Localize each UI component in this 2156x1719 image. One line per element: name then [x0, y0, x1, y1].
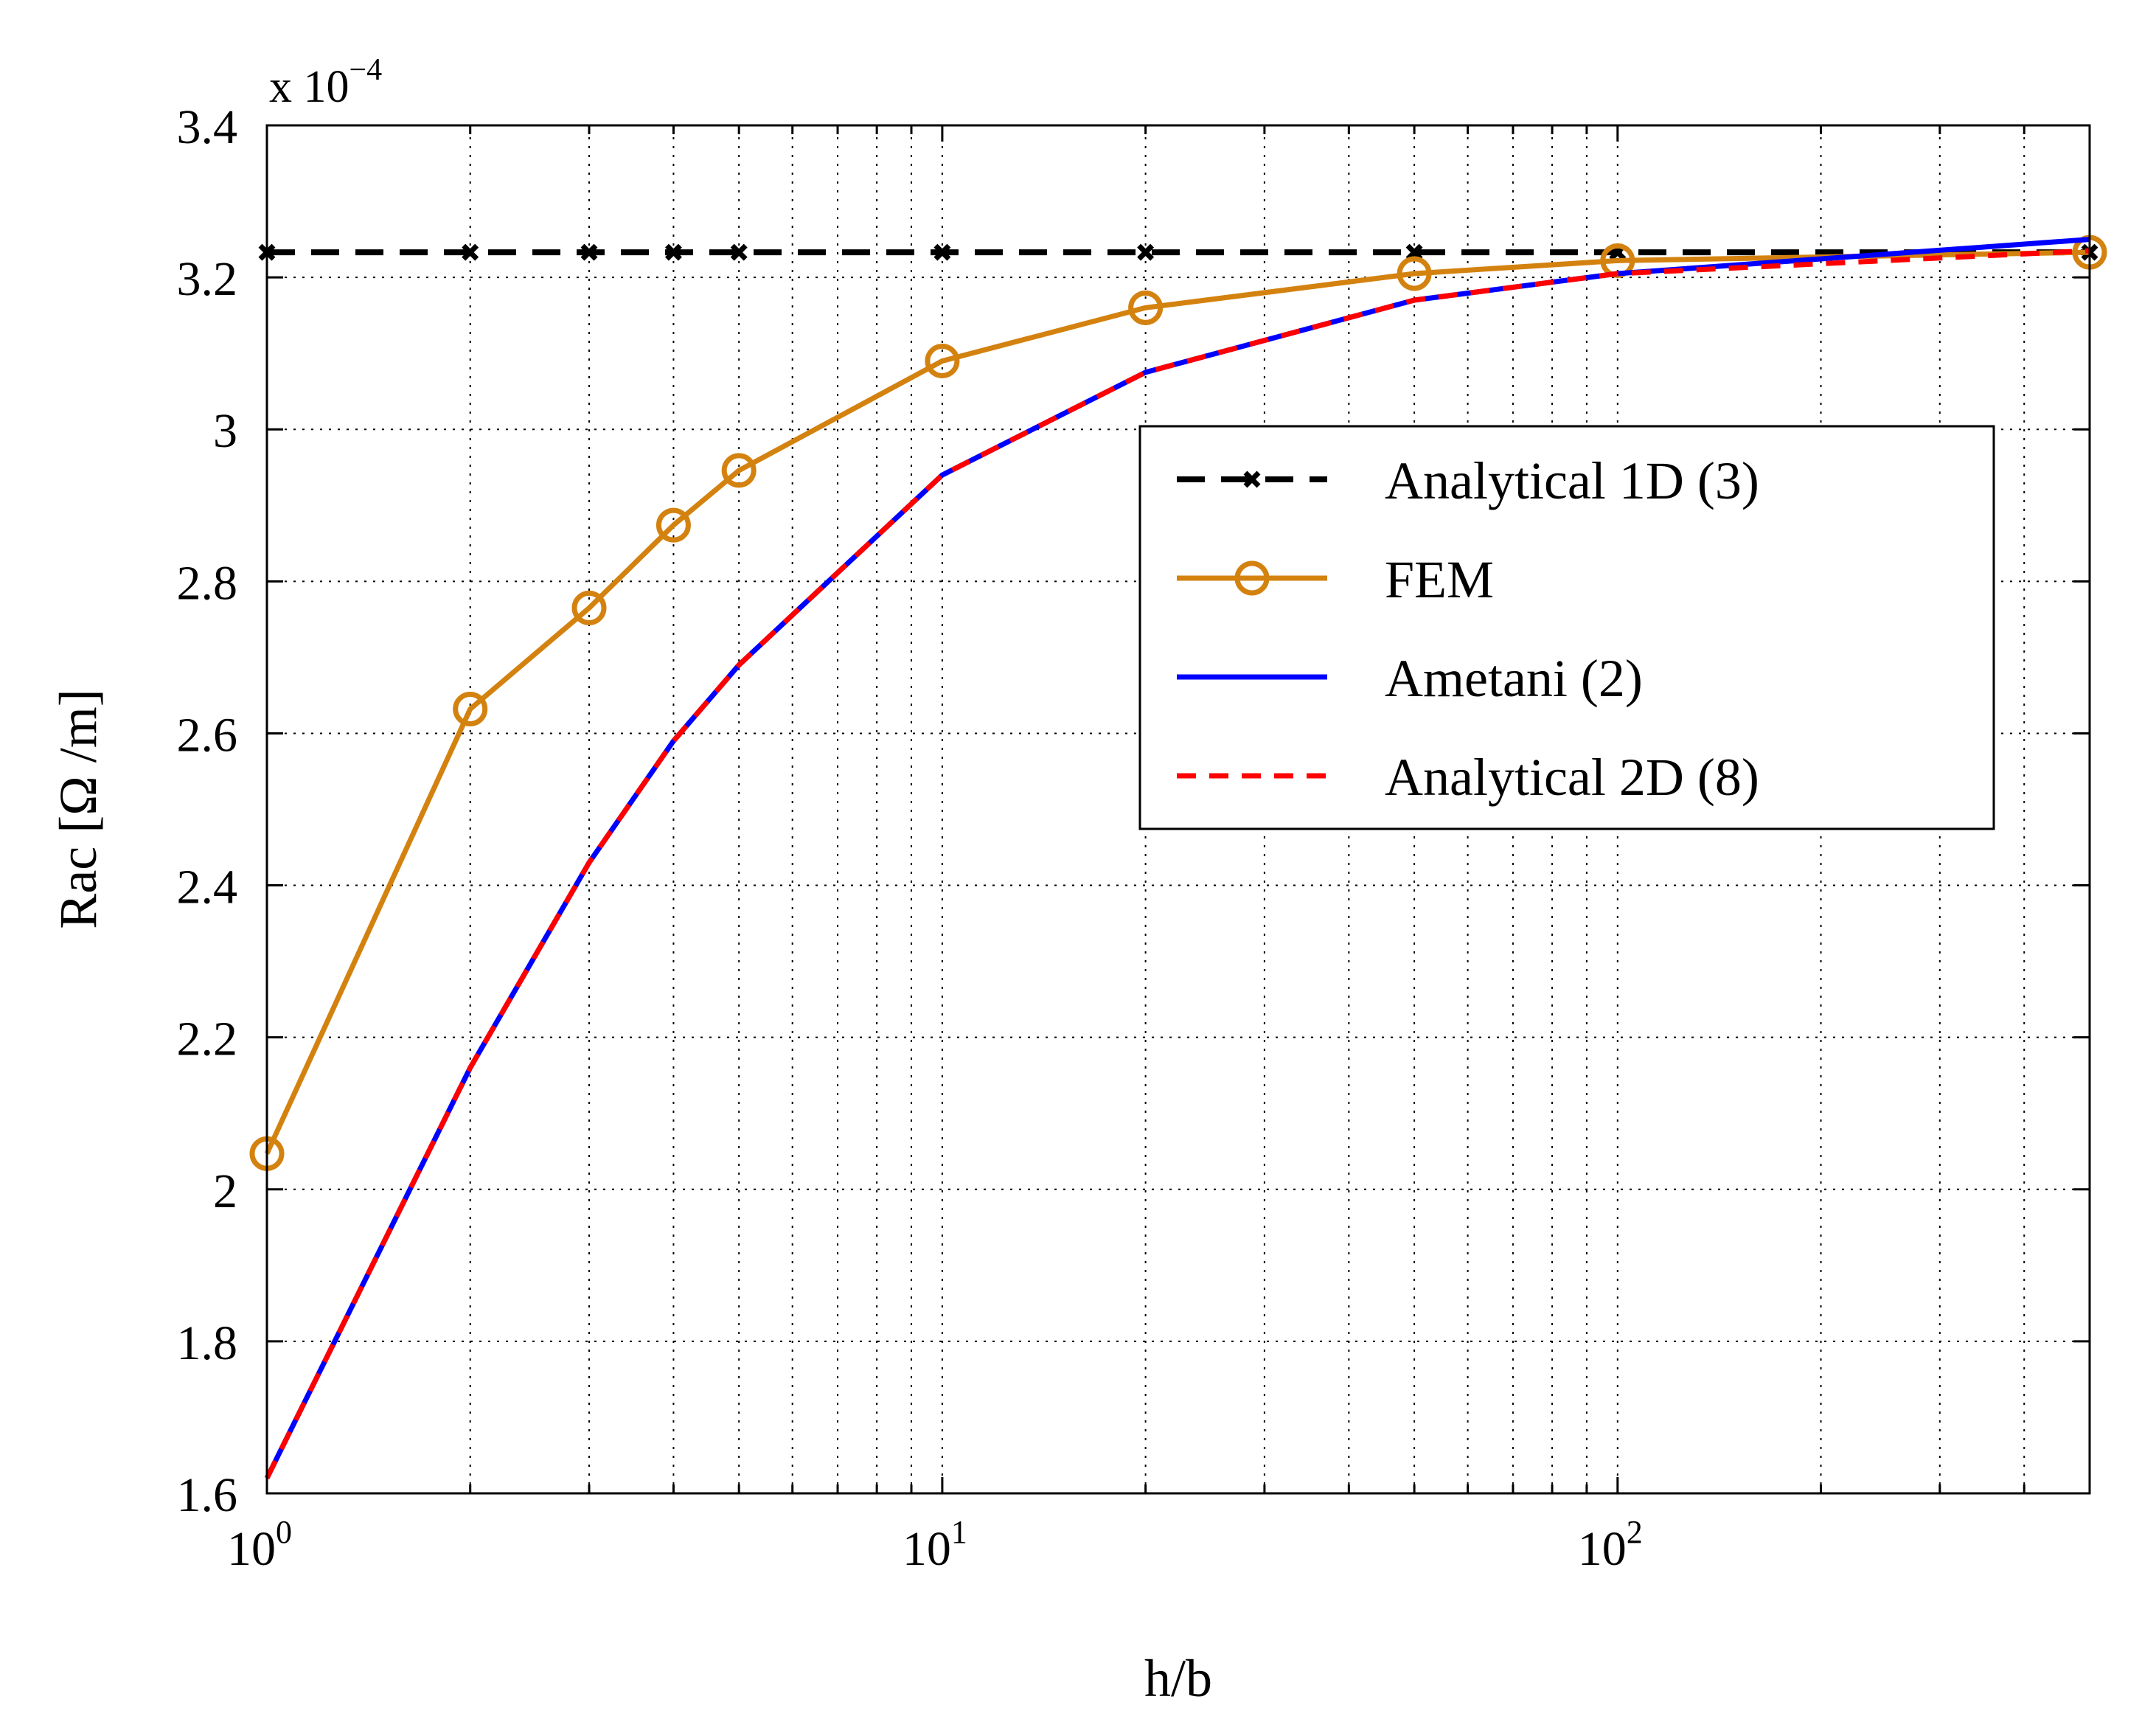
analytical-1d-point: [580, 243, 598, 261]
fem-point: [571, 590, 607, 625]
x-tick-label-exp: 2: [1627, 1514, 1643, 1550]
fem-point: [1128, 290, 1164, 325]
series-group: [249, 235, 2107, 1479]
y-tick-label: 2: [213, 1164, 237, 1218]
legend-box: [1138, 425, 1995, 830]
analytical-1d-point: [933, 243, 951, 261]
y-tick-label: 2.8: [177, 556, 238, 610]
axes-frame: [265, 124, 2091, 1495]
y-tick-label: 3.2: [177, 252, 238, 306]
series-line-4: [264, 248, 2090, 1479]
y-multiplier-exp: −4: [350, 53, 383, 87]
fem-point: [1397, 256, 1432, 291]
y-axis-label: Rac [Ω /m]: [49, 689, 108, 928]
x-tick-label-base: 10: [1578, 1522, 1627, 1576]
x-tick-label-exp: 0: [276, 1514, 292, 1550]
legend-label-1: Analytical 1D (3): [1385, 451, 1759, 510]
series-line-2: [264, 249, 2090, 1155]
x-tick-labels: 100 101 102: [227, 1514, 1643, 1576]
y-tick-label: 2.2: [177, 1013, 238, 1066]
fem-point: [925, 343, 960, 378]
legend-label-2: FEM: [1385, 550, 1494, 609]
x-tick-label-base: 10: [903, 1522, 951, 1576]
y-multiplier: x 10−4: [269, 53, 382, 112]
legend-marker-circle: [1234, 560, 1270, 596]
x-axis-label: h/b: [1144, 1649, 1212, 1708]
y-tick-label: 1.8: [177, 1316, 238, 1370]
analytical-1d-point: [1405, 243, 1423, 261]
fem-point: [453, 691, 488, 726]
y-tick-label: 2.4: [177, 861, 238, 914]
x-tick-label: 101: [903, 1514, 967, 1576]
y-tick-label: 2.6: [177, 708, 238, 762]
analytical-1d-point: [664, 243, 682, 261]
y-tick-label: 3.4: [177, 100, 238, 154]
legend-label-4: Analytical 2D (8): [1385, 748, 1759, 807]
analytical-1d-point: [730, 243, 748, 261]
x-tick-label: 102: [1578, 1514, 1643, 1576]
y-tick-labels: 1.6 1.8 2 2.2 2.4 2.6 2.8 3 3.2 3.4: [177, 100, 238, 1522]
x-tick-label: 100: [227, 1514, 292, 1576]
x-tick-label-exp: 1: [951, 1514, 967, 1550]
y-multiplier-base: x 10: [269, 62, 350, 112]
legend-label-3: Ametani (2): [1385, 649, 1643, 708]
y-tick-label: 3: [213, 404, 237, 458]
analytical-1d-point: [462, 243, 479, 261]
legend-marker-x: [1243, 470, 1261, 488]
x-tick-label-base: 10: [227, 1522, 276, 1576]
axis-ticks: [265, 124, 2091, 1495]
fem-point: [721, 453, 757, 488]
y-tick-label: 1.6: [177, 1468, 238, 1522]
legend: Analytical 1D (3) FEM Ametani (2) Analytica…: [1138, 425, 1995, 830]
fem-point: [656, 507, 691, 543]
analytical-1d-point: [1137, 243, 1155, 261]
